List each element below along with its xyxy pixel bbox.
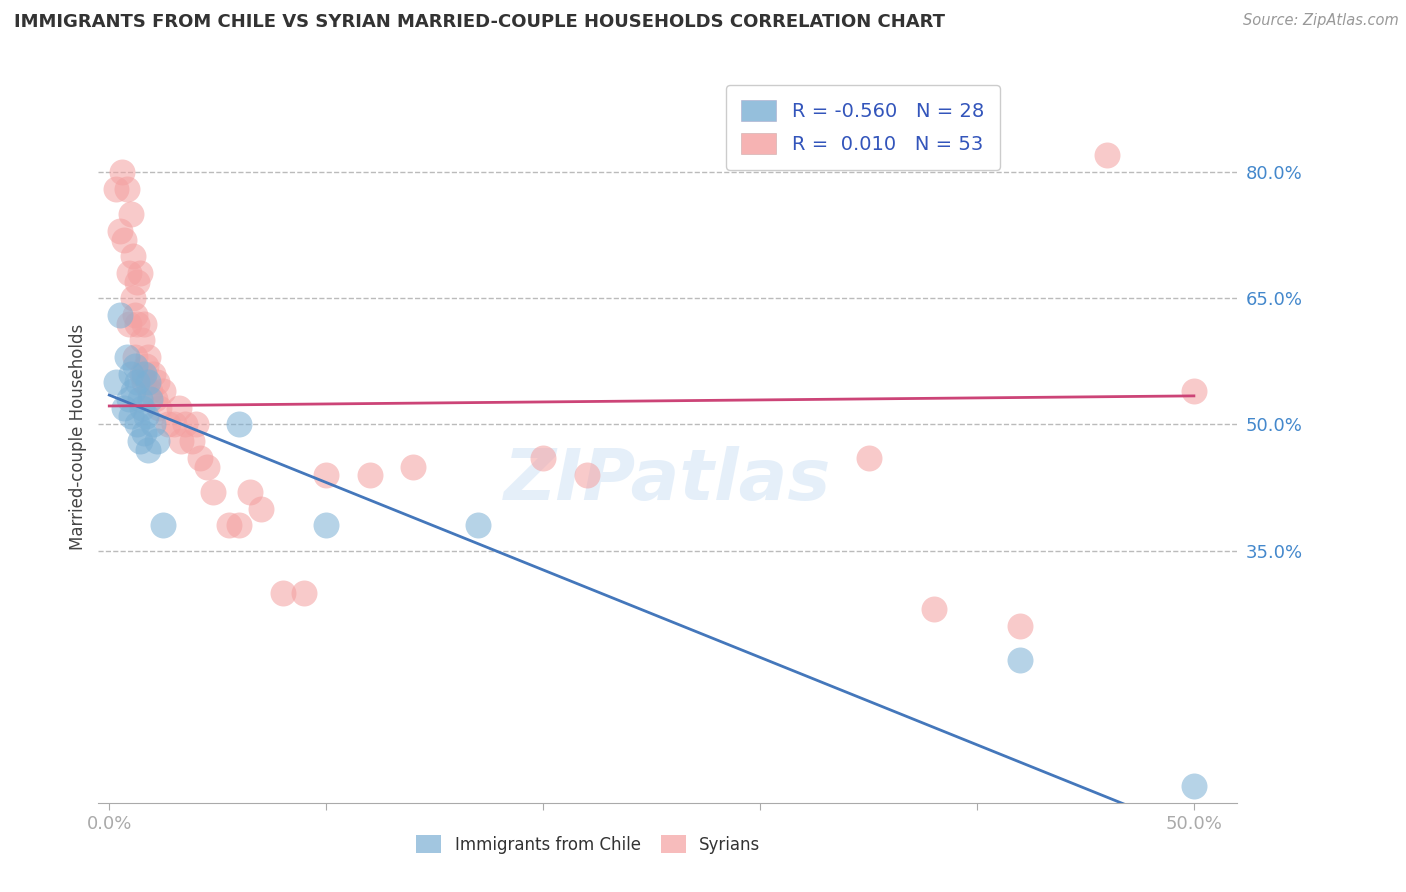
Point [139, 384, 162, 398]
Point [531, 451, 554, 466]
Point [136, 376, 159, 390]
Point [467, 518, 489, 533]
Point [136, 442, 159, 457]
Point [1182, 779, 1205, 793]
Point [114, 401, 136, 415]
Point [315, 518, 337, 533]
Point [858, 451, 880, 466]
Point [250, 501, 273, 516]
Point [122, 249, 145, 263]
Point [1095, 148, 1118, 162]
Point [228, 518, 250, 533]
Y-axis label: Married-couple Households: Married-couple Households [69, 324, 87, 550]
Point [135, 359, 157, 373]
Point [146, 434, 169, 449]
Point [132, 376, 155, 390]
Point [152, 384, 174, 398]
Point [142, 367, 165, 381]
Point [108, 224, 131, 238]
Point [402, 459, 425, 474]
Point [922, 602, 945, 616]
Point [124, 359, 146, 373]
Point [271, 585, 294, 599]
Point [1182, 384, 1205, 398]
Point [136, 350, 159, 364]
Point [135, 409, 157, 423]
Point [180, 434, 202, 449]
Point [118, 317, 141, 331]
Point [146, 376, 169, 390]
Point [202, 484, 225, 499]
Legend: Immigrants from Chile, Syrians: Immigrants from Chile, Syrians [409, 829, 766, 860]
Text: IMMIGRANTS FROM CHILE VS SYRIAN MARRIED-COUPLE HOUSEHOLDS CORRELATION CHART: IMMIGRANTS FROM CHILE VS SYRIAN MARRIED-… [14, 13, 945, 31]
Point [104, 182, 127, 196]
Point [127, 417, 149, 432]
Point [139, 392, 162, 407]
Point [143, 392, 166, 407]
Point [115, 350, 138, 364]
Point [127, 376, 149, 390]
Point [1010, 619, 1032, 633]
Point [174, 417, 197, 432]
Point [120, 409, 142, 423]
Point [131, 334, 153, 348]
Point [218, 518, 240, 533]
Point [167, 401, 190, 415]
Point [127, 317, 149, 331]
Point [132, 425, 155, 440]
Point [132, 367, 155, 381]
Point [131, 367, 153, 381]
Point [575, 467, 598, 482]
Point [294, 585, 316, 599]
Point [122, 384, 145, 398]
Point [115, 182, 138, 196]
Point [128, 434, 150, 449]
Point [152, 518, 174, 533]
Point [104, 376, 127, 390]
Point [127, 275, 149, 289]
Point [228, 417, 250, 432]
Point [120, 367, 142, 381]
Point [118, 266, 141, 280]
Point [315, 467, 337, 482]
Point [148, 401, 170, 415]
Point [124, 308, 146, 322]
Point [124, 350, 146, 364]
Point [128, 392, 150, 407]
Point [111, 165, 134, 179]
Point [190, 451, 212, 466]
Point [132, 317, 155, 331]
Point [359, 467, 381, 482]
Point [131, 401, 153, 415]
Point [114, 233, 136, 247]
Text: Source: ZipAtlas.com: Source: ZipAtlas.com [1243, 13, 1399, 29]
Point [156, 417, 179, 432]
Text: ZIPatlas: ZIPatlas [505, 447, 831, 516]
Point [184, 417, 207, 432]
Point [122, 291, 145, 305]
Point [118, 392, 141, 407]
Point [170, 434, 193, 449]
Point [1010, 653, 1032, 667]
Point [120, 207, 142, 221]
Point [142, 417, 165, 432]
Point [163, 417, 186, 432]
Point [128, 266, 150, 280]
Point [239, 484, 262, 499]
Point [195, 459, 218, 474]
Point [108, 308, 131, 322]
